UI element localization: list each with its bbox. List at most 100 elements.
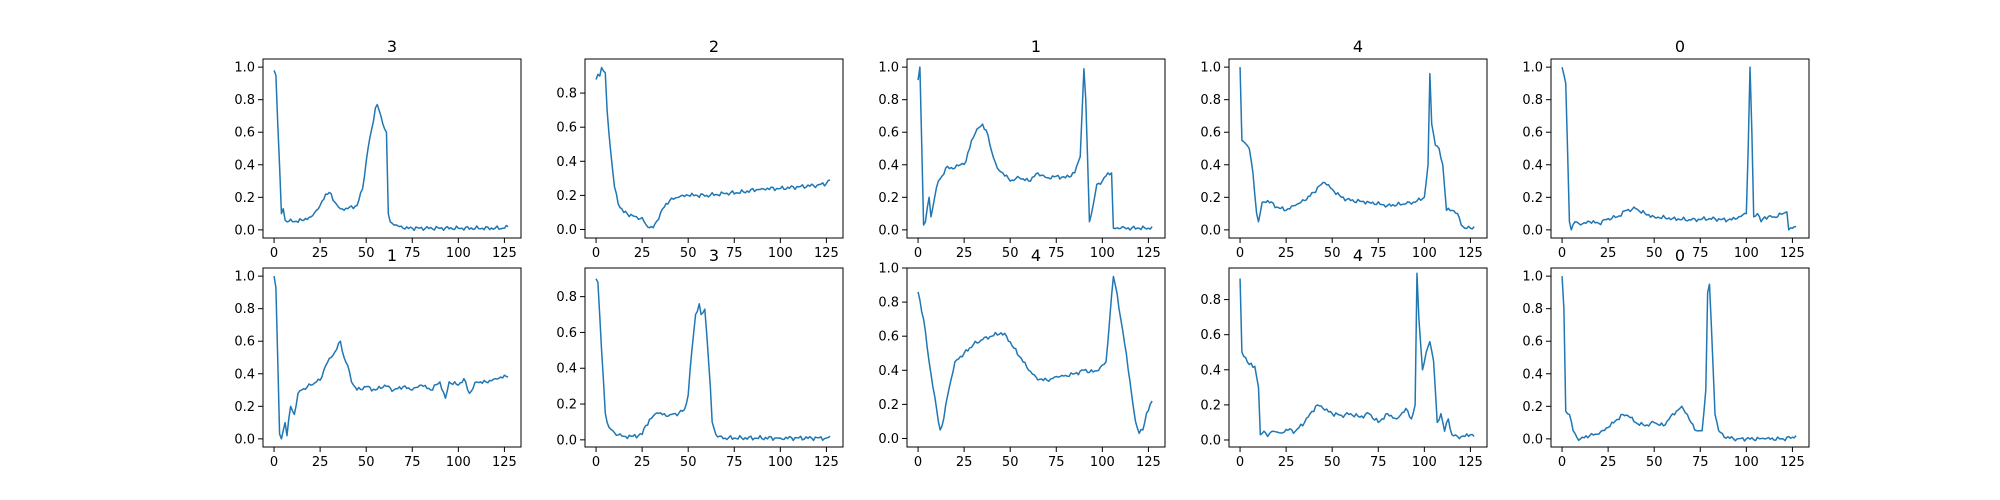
x-tick-label: 75 [1370, 246, 1387, 261]
y-tick-label: 0.6 [234, 126, 255, 141]
y-tick-label: 0.8 [234, 302, 255, 317]
axes-frame [584, 267, 844, 448]
series-line [273, 70, 509, 232]
axes-frame [262, 58, 522, 239]
y-tick-label: 1.0 [1522, 61, 1543, 76]
series-line [595, 66, 831, 229]
x-tick-label: 100 [1090, 246, 1115, 261]
subplot-title: 1 [387, 246, 397, 265]
y-tick-label: 0.8 [1200, 293, 1221, 308]
axes-frame [1228, 267, 1488, 448]
subplot-4: 4 0 25 50 75 100 125 0.0 0.2 0.4 0.6 0.8 1.0 [1200, 37, 1488, 261]
x-tick-label: 75 [1692, 246, 1709, 261]
x-tick-label: 0 [270, 455, 278, 470]
y-tick-label: 0.6 [878, 330, 899, 345]
y-tick-label: 0.8 [878, 296, 899, 311]
x-tick-label: 100 [768, 455, 793, 470]
y-tick-label: 0.4 [1200, 158, 1221, 173]
x-tick-label: 75 [404, 455, 421, 470]
y-tick-label: 0.0 [878, 223, 899, 238]
y-tick-label: 0.8 [1522, 93, 1543, 108]
y-tick-label: 0.2 [556, 398, 577, 413]
y-tick-label: 0.6 [556, 326, 577, 341]
y-tick-label: 0.8 [1200, 93, 1221, 108]
y-tick-label: 0.4 [1522, 367, 1543, 382]
series-line [1239, 272, 1475, 440]
y-tick-label: 0.8 [878, 93, 899, 108]
y-tick-label: 0.6 [1522, 126, 1543, 141]
x-tick-label: 50 [1646, 246, 1663, 261]
x-tick-label: 100 [1412, 455, 1437, 470]
x-tick-label: 125 [814, 455, 839, 470]
x-tick-label: 50 [680, 246, 697, 261]
series-line [273, 276, 509, 440]
x-tick-label: 0 [1558, 455, 1566, 470]
subplot-6: 1 0 25 50 75 100 125 0.0 0.2 0.4 0.6 0.8 1.0 [234, 246, 522, 470]
x-tick-label: 75 [1048, 455, 1065, 470]
x-tick-label: 50 [1002, 455, 1019, 470]
x-tick-label: 125 [1136, 455, 1161, 470]
y-tick-label: 0.4 [1522, 158, 1543, 173]
x-tick-label: 25 [1278, 455, 1295, 470]
axes-frame [262, 267, 522, 448]
subplot-title: 0 [1675, 37, 1685, 56]
y-tick-label: 0.4 [556, 362, 577, 377]
x-tick-label: 100 [1734, 246, 1759, 261]
x-tick-label: 25 [1278, 246, 1295, 261]
series-line [1561, 276, 1797, 442]
y-tick-label: 1.0 [878, 262, 899, 277]
subplot-title: 4 [1353, 37, 1363, 56]
subplot-title: 2 [709, 37, 719, 56]
x-tick-label: 0 [914, 455, 922, 470]
axes-frame [1550, 267, 1810, 448]
x-tick-label: 50 [1324, 246, 1341, 261]
y-tick-label: 1.0 [878, 61, 899, 76]
x-tick-label: 125 [1458, 246, 1483, 261]
series-line [1239, 67, 1475, 230]
y-tick-label: 0.2 [1522, 191, 1543, 206]
x-tick-label: 25 [634, 246, 651, 261]
x-tick-label: 0 [1236, 246, 1244, 261]
y-tick-label: 0.4 [878, 158, 899, 173]
y-tick-label: 0.6 [234, 335, 255, 350]
x-tick-label: 50 [1324, 455, 1341, 470]
x-tick-label: 25 [1600, 246, 1617, 261]
x-tick-label: 125 [492, 455, 517, 470]
subplot-title: 4 [1353, 246, 1363, 265]
y-tick-label: 0.0 [1522, 223, 1543, 238]
x-tick-label: 100 [446, 246, 471, 261]
y-tick-label: 0.0 [234, 223, 255, 238]
y-tick-label: 0.2 [878, 398, 899, 413]
y-tick-label: 0.2 [1522, 400, 1543, 415]
y-tick-label: 0.2 [556, 189, 577, 204]
y-tick-label: 0.4 [234, 367, 255, 382]
y-tick-label: 0.4 [556, 155, 577, 170]
x-tick-label: 50 [680, 455, 697, 470]
axes-frame [1550, 58, 1810, 239]
y-tick-label: 1.0 [1200, 61, 1221, 76]
subplot-10: 0 0 25 50 75 100 125 0.0 0.2 0.4 0.6 0.8 1.0 [1522, 246, 1810, 470]
y-tick-label: 1.0 [234, 61, 255, 76]
axes-frame [584, 58, 844, 239]
x-tick-label: 25 [956, 455, 973, 470]
x-tick-label: 0 [1558, 246, 1566, 261]
x-tick-label: 0 [592, 246, 600, 261]
series-line [595, 278, 831, 442]
y-tick-label: 0.6 [1522, 335, 1543, 350]
x-tick-label: 75 [1048, 246, 1065, 261]
x-tick-label: 75 [726, 455, 743, 470]
y-tick-label: 0.4 [1200, 363, 1221, 378]
x-tick-label: 25 [956, 246, 973, 261]
x-tick-label: 125 [1780, 246, 1805, 261]
x-tick-label: 125 [492, 246, 517, 261]
y-tick-label: 1.0 [1522, 270, 1543, 285]
y-tick-label: 0.6 [878, 126, 899, 141]
x-tick-label: 0 [592, 455, 600, 470]
subplot-1: 3 0 25 50 75 100 125 0.0 0.2 0.4 0.6 0.8 1.0 [234, 37, 522, 261]
x-tick-label: 0 [914, 246, 922, 261]
y-tick-label: 0.2 [234, 191, 255, 206]
x-tick-label: 100 [446, 455, 471, 470]
y-tick-label: 0.8 [556, 290, 577, 305]
y-tick-label: 0.6 [1200, 126, 1221, 141]
